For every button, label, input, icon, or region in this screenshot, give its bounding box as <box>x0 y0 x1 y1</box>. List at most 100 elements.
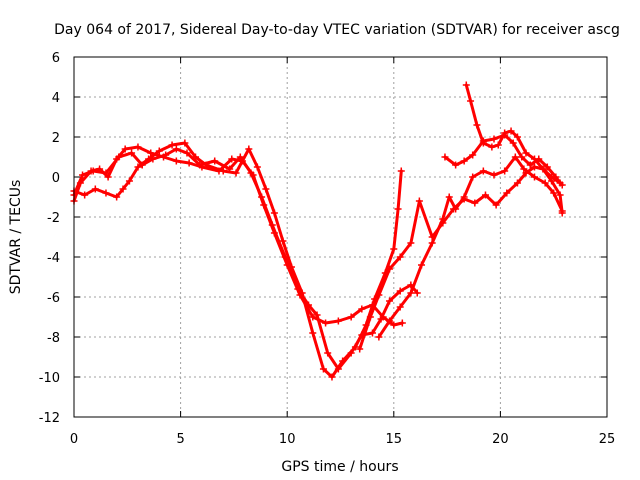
data-point <box>253 163 261 171</box>
data-point <box>469 173 477 181</box>
plot-frame <box>73 56 608 418</box>
series-layer <box>70 81 566 381</box>
data-point <box>413 289 421 297</box>
y-tick-label: -6 <box>47 291 60 306</box>
data-point <box>356 345 364 353</box>
data-point <box>479 139 487 147</box>
data-point <box>258 193 266 201</box>
x-tick-label: 20 <box>492 432 509 447</box>
data-point <box>471 199 479 207</box>
series-track-d <box>358 165 564 351</box>
data-point <box>232 169 240 177</box>
data-point <box>501 129 509 137</box>
data-point <box>358 305 366 313</box>
data-point <box>390 245 398 253</box>
data-point <box>168 141 176 149</box>
data-point <box>247 169 255 177</box>
data-point <box>503 189 511 197</box>
data-point <box>531 163 539 171</box>
data-point <box>539 165 547 173</box>
x-tick-label: 10 <box>279 432 296 447</box>
y-tick-labels: -12 -10 -8 -6 -4 -2 0 2 4 6 <box>39 51 60 426</box>
data-point <box>347 313 355 321</box>
x-tick-labels: 0 5 10 15 20 25 <box>70 432 615 447</box>
data-point <box>526 161 534 169</box>
data-point <box>494 141 502 149</box>
data-point <box>541 179 549 187</box>
data-point <box>386 317 394 325</box>
y-tick-label: -10 <box>39 371 60 386</box>
series-track-b <box>72 141 403 379</box>
data-point <box>386 297 394 305</box>
data-point <box>396 303 404 311</box>
data-point <box>509 139 517 147</box>
data-point <box>469 151 477 159</box>
data-point <box>479 167 487 175</box>
data-point <box>79 171 87 179</box>
grid <box>74 57 607 417</box>
data-point <box>270 209 278 217</box>
data-point <box>172 157 180 165</box>
data-point <box>313 311 321 319</box>
data-point <box>460 193 468 201</box>
data-point <box>428 239 436 247</box>
data-point <box>305 301 313 309</box>
data-point <box>522 149 530 157</box>
y-tick-label: 6 <box>52 51 60 66</box>
data-point <box>172 145 180 153</box>
data-point <box>183 149 191 157</box>
series-track-g <box>464 83 562 185</box>
y-tick-label: 4 <box>52 91 60 106</box>
data-point <box>460 157 468 165</box>
data-point <box>115 153 123 161</box>
data-point <box>386 265 394 273</box>
data-point <box>268 221 276 229</box>
data-point <box>375 291 383 299</box>
data-point <box>445 193 453 201</box>
data-point <box>128 149 136 157</box>
data-point <box>518 153 526 161</box>
y-axis-label: SDTVAR / TECUs <box>8 180 24 295</box>
data-point <box>102 189 110 197</box>
data-point <box>319 365 327 373</box>
data-point <box>513 179 521 187</box>
data-point <box>89 167 97 175</box>
data-point <box>481 191 489 199</box>
y-tick-label: -8 <box>47 331 60 346</box>
axis-ticks <box>73 56 608 418</box>
data-point <box>415 197 423 205</box>
data-point <box>262 185 270 193</box>
data-point <box>236 153 244 161</box>
data-point <box>185 159 193 167</box>
data-point <box>396 287 404 295</box>
data-point <box>228 155 236 163</box>
data-point <box>407 289 415 297</box>
x-tick-label: 25 <box>599 432 616 447</box>
data-point <box>501 167 509 175</box>
data-point <box>279 237 287 245</box>
y-tick-label: -2 <box>47 211 60 226</box>
data-point <box>473 121 481 129</box>
data-point <box>407 239 415 247</box>
data-point <box>81 191 89 199</box>
data-point <box>138 161 146 169</box>
data-point <box>366 313 374 321</box>
data-point <box>196 161 204 169</box>
data-point <box>104 173 112 181</box>
data-point <box>452 161 460 169</box>
data-point <box>309 329 317 337</box>
data-point <box>418 261 426 269</box>
y-tick-label: 0 <box>52 171 60 186</box>
data-point <box>558 207 566 215</box>
data-point <box>125 177 133 185</box>
data-point <box>121 145 129 153</box>
series-track-f <box>443 133 564 187</box>
data-point <box>396 253 404 261</box>
data-point <box>398 319 406 327</box>
data-point <box>368 329 376 337</box>
data-point <box>513 133 521 141</box>
series-track-c <box>72 147 419 371</box>
data-point <box>441 153 449 161</box>
data-point <box>328 373 336 381</box>
